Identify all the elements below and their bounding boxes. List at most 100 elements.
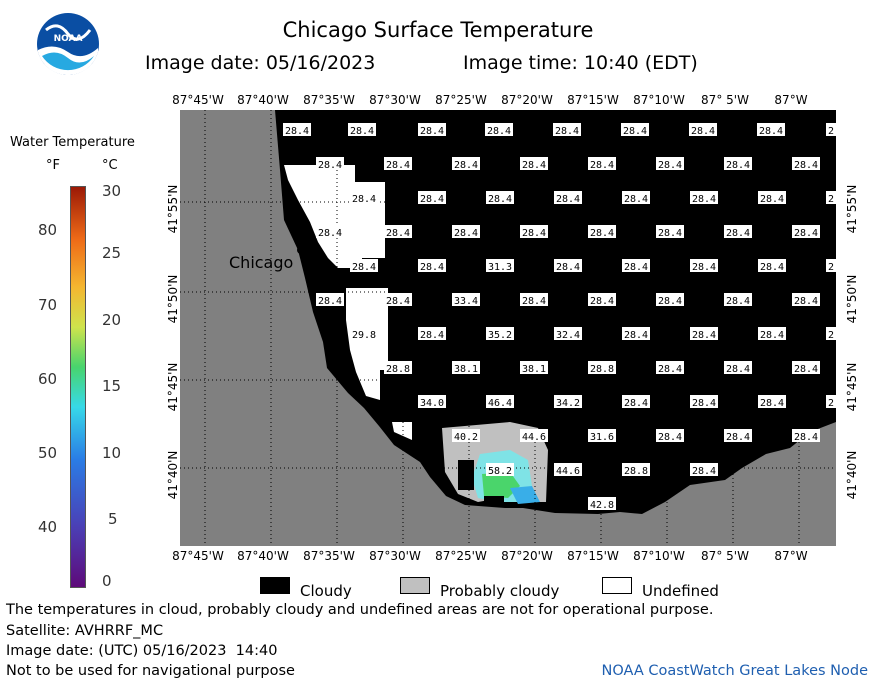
temp-label: 28.4 <box>454 228 478 239</box>
temp-label-bg <box>758 395 786 408</box>
temp-label: 42.8 <box>590 500 614 511</box>
lat-label-right: 41°50'N <box>845 274 859 324</box>
temp-label: 28.4 <box>658 296 682 307</box>
temp-label: 28.4 <box>623 126 647 137</box>
temp-label-bg <box>724 429 752 442</box>
temp-label-bg <box>588 225 616 238</box>
colorbar-title: Water Temperature <box>10 135 135 150</box>
temp-label: 28.4 <box>454 160 478 171</box>
chicago-marker <box>297 246 305 254</box>
temp-label: 28.4 <box>624 262 648 273</box>
temp-label-bg <box>418 395 446 408</box>
temp-label: 28.4 <box>726 228 750 239</box>
temp-label: 2 <box>828 330 834 341</box>
temp-label: 33.4 <box>454 296 478 307</box>
temp-label: 28.4 <box>760 262 784 273</box>
temp-label: 28.4 <box>590 228 614 239</box>
temp-label-bg <box>622 259 650 272</box>
lon-label-bottom: 87°W <box>774 549 808 563</box>
temp-label-bg <box>520 429 548 442</box>
temp-label: 40.2 <box>454 432 478 443</box>
lon-label-top: 87°40'W <box>237 93 289 107</box>
temp-label: 28.4 <box>658 160 682 171</box>
temp-label: 28.4 <box>658 364 682 375</box>
temp-label-bg <box>690 191 718 204</box>
lon-label-top: 87°35'W <box>303 93 355 107</box>
city-label: Chicago <box>229 253 294 272</box>
temp-label-bg <box>486 463 514 476</box>
c-tick-0: 0 <box>102 572 112 590</box>
lon-label-bottom: 87°10'W <box>633 549 685 563</box>
temp-label-bg <box>452 225 480 238</box>
cloud-cell <box>458 460 474 490</box>
lon-label-bottom: 87° 5'W <box>701 549 749 563</box>
lon-label-bottom: 87°35'W <box>303 549 355 563</box>
temp-label-bg <box>588 157 616 170</box>
temp-label: 28.4 <box>760 330 784 341</box>
noaa-logo: NOAA <box>36 12 100 76</box>
temp-label: 28.4 <box>386 228 410 239</box>
temp-label: 28.4 <box>285 126 309 137</box>
temp-label: 28.4 <box>726 160 750 171</box>
temp-label: 28.4 <box>352 194 376 205</box>
lake-cloudy-area <box>275 110 836 514</box>
temp-label-bg <box>826 395 836 408</box>
temp-label-bg <box>656 157 684 170</box>
temp-label-bg <box>690 395 718 408</box>
temp-label-bg <box>316 293 344 306</box>
temp-label-bg <box>418 259 446 272</box>
temp-label-bg <box>622 463 650 476</box>
temp-label-bg <box>656 225 684 238</box>
c-tick-20: 20 <box>102 311 122 329</box>
temp-label: 28.4 <box>624 194 648 205</box>
temp-label-bg <box>724 157 752 170</box>
temp-label: 28.4 <box>794 296 818 307</box>
temp-label-bg <box>588 429 616 442</box>
temp-label-bg <box>452 157 480 170</box>
temp-label-bg <box>689 123 717 136</box>
legend-label-probably-cloudy: Probably cloudy <box>440 582 560 600</box>
temp-label-bg <box>554 463 582 476</box>
lon-label-top: 87°30'W <box>369 93 421 107</box>
c-tick-5: 5 <box>108 510 118 528</box>
temp-label: 34.2 <box>556 398 580 409</box>
legend-label-undefined: Undefined <box>642 582 719 600</box>
c-tick-10: 10 <box>102 444 122 462</box>
undefined-area <box>346 288 388 400</box>
lon-label-top: 87°45'W <box>172 93 224 107</box>
temp-label-bg <box>588 293 616 306</box>
image-date: Image date: 05/16/2023 <box>145 52 376 74</box>
temp-label: 28.4 <box>352 262 376 273</box>
temp-label: 32.4 <box>556 330 580 341</box>
temp-label: 28.4 <box>794 160 818 171</box>
legend-swatch-probably-cloudy <box>400 577 430 594</box>
temp-label: 2 <box>828 398 834 409</box>
satellite-text: Satellite: AVHRRF_MC <box>6 623 164 639</box>
temp-label-bg <box>316 225 344 238</box>
temp-label-bg <box>792 429 820 442</box>
temp-label-bg <box>283 123 311 136</box>
temp-label-bg <box>418 123 446 136</box>
temperature-labels: 28.4 28.4 28.4 28.4 28.4 28.4 28.4 28.4 2 28.4 28.… <box>283 123 836 511</box>
temp-label: 28.4 <box>522 296 546 307</box>
lat-label-right: 41°55'N <box>845 184 859 234</box>
temp-label: 28.4 <box>488 194 512 205</box>
temp-label: 31.6 <box>590 432 614 443</box>
temp-label-bg <box>826 191 836 204</box>
temp-label-bg <box>588 497 616 510</box>
credit-link[interactable]: NOAA CoastWatch Great Lakes Node <box>601 663 868 679</box>
temp-label: 28.4 <box>522 160 546 171</box>
warm-water-patch <box>482 472 520 498</box>
lon-label-bottom: 87°25'W <box>435 549 487 563</box>
temp-label: 38.1 <box>454 364 478 375</box>
temp-label: 28.4 <box>420 330 444 341</box>
lon-label-top: 87°20'W <box>501 93 553 107</box>
temp-label: 28.4 <box>590 296 614 307</box>
c-tick-15: 15 <box>102 377 122 395</box>
f-tick-50: 50 <box>38 444 58 462</box>
temp-label: 28.4 <box>590 160 614 171</box>
cloud-cell <box>484 496 504 506</box>
temp-label: 28.4 <box>794 228 818 239</box>
undefined-area <box>284 165 385 268</box>
lon-label-bottom: 87°40'W <box>237 549 289 563</box>
